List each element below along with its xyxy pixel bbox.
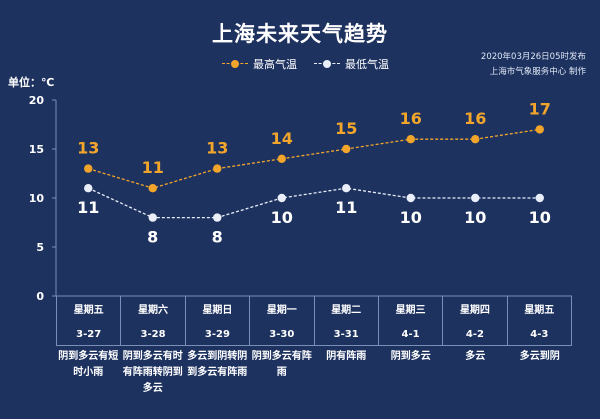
weather-description: 多云: [465, 351, 486, 362]
data-label-high: 13: [77, 139, 99, 158]
y-tick-label: 5: [36, 241, 44, 254]
date-label: 3-30: [269, 329, 295, 340]
legend-high-label: 最高气温: [253, 58, 297, 71]
data-point-high: [148, 184, 157, 193]
data-point-high: [535, 125, 544, 134]
weekday-label: 星期二: [331, 305, 362, 316]
weekday-label: 星期五: [73, 305, 104, 316]
chart-title: 上海未来天气趋势: [212, 22, 388, 46]
data-label-high: 17: [529, 99, 551, 118]
y-tick-label: 15: [29, 143, 44, 156]
data-point-high: [471, 135, 480, 144]
data-label-high: 13: [206, 139, 228, 158]
weather-description: 阴到多云有阵雨: [251, 351, 312, 378]
data-label-high: 11: [142, 158, 164, 177]
legend-low-label: 最低气温: [345, 58, 389, 71]
y-tick-label: 20: [29, 94, 45, 107]
weekday-label: 星期三: [395, 305, 426, 316]
day-column: 星期二 3-31: [313, 296, 378, 345]
y-tick-label: 10: [29, 192, 45, 205]
legend-low: 最低气温: [314, 56, 389, 72]
data-point-high: [213, 164, 222, 173]
data-label-high: 16: [400, 109, 422, 128]
publish-info: 2020年03月26日05时发布 上海市气象服务中心 制作: [481, 50, 586, 80]
data-point-low: [535, 193, 544, 203]
data-label-high: 16: [464, 109, 486, 128]
weekday-label: 星期日: [202, 305, 233, 316]
y-tick-label: 0: [36, 290, 44, 300]
weekday-label: 星期六: [138, 305, 169, 316]
data-label-low: 11: [77, 198, 99, 217]
weather-description: 阴到多云有时有阵雨转阴到多云: [122, 351, 183, 394]
date-label: 4-2: [465, 329, 484, 340]
weather-description: 阴到多云: [390, 351, 431, 362]
weather-description: 多云到阴转阴到多云有阵雨: [187, 351, 248, 378]
date-label: 3-27: [76, 329, 102, 340]
data-point-high: [277, 154, 286, 163]
legend-low-swatch: [314, 59, 340, 69]
day-column: 星期三 4-1: [377, 296, 442, 345]
weather-description: 阴有阵雨: [326, 351, 367, 362]
date-label: 3-29: [204, 329, 230, 340]
temperature-chart: 0 5 10 15 20 13 11 13 14 15 16 16 17 11 8 8 10 11 10 10 10: [29, 94, 572, 300]
date-label: 4-3: [530, 329, 549, 340]
data-point-high: [342, 144, 351, 154]
data-point-low: [342, 184, 351, 193]
weather-description: 多云到阴: [519, 351, 560, 362]
legend-high: 最高气温: [222, 56, 297, 72]
y-unit-label: 单位：℃: [8, 76, 55, 89]
day-column: 星期日 3-29: [184, 296, 249, 345]
data-point-low: [84, 184, 93, 193]
data-point-high: [406, 135, 415, 144]
weekday-label: 星期一: [266, 305, 297, 316]
weekday-label: 星期五: [524, 305, 555, 316]
series-line-high: [88, 128, 540, 189]
data-point-low: [277, 193, 286, 203]
data-label-high: 14: [271, 129, 293, 148]
data-point-low: [406, 193, 415, 203]
day-column: 星期五 4-3: [506, 296, 571, 345]
data-label-low: 8: [212, 228, 223, 247]
series-line-low: [87, 187, 540, 219]
day-column: 星期四 4-2: [442, 296, 506, 345]
data-point-low: [471, 193, 480, 203]
day-table: 星期五 3-27 星期六 3-28 星期日 3-29 星期一 3-30 星期二 3-31 星期三 4-…: [56, 296, 572, 346]
publish-time: 2020年03月26日05时发布: [480, 52, 586, 62]
day-column: 星期六 3-28: [120, 296, 184, 345]
data-label-high: 15: [335, 119, 357, 138]
data-label-low: 10: [529, 208, 551, 227]
day-column: 星期五 3-27: [56, 296, 120, 345]
publish-source: 上海市气象服务中心 制作: [489, 67, 586, 77]
weather-conditions: 阴到多云有短时小雨 阴到多云有时有阵雨转阴到多云 多云到阴转阴到多云有阵雨 阴到多云有…: [56, 349, 572, 397]
data-label-low: 10: [271, 208, 293, 227]
date-label: 4-1: [401, 329, 420, 340]
data-label-low: 10: [400, 208, 422, 227]
data-point-high: [84, 164, 93, 173]
date-label: 3-28: [140, 329, 166, 340]
weekday-label: 星期四: [459, 305, 490, 316]
data-label-low: 8: [147, 228, 158, 247]
data-point-low: [213, 213, 222, 222]
data-label-low: 10: [464, 208, 486, 227]
weather-description: 阴到多云有短时小雨: [58, 351, 119, 378]
data-point-low: [148, 213, 157, 222]
day-column: 星期一 3-30: [249, 296, 313, 345]
date-label: 3-31: [333, 329, 359, 340]
data-label-low: 11: [335, 198, 357, 217]
legend-high-swatch: [222, 59, 248, 69]
